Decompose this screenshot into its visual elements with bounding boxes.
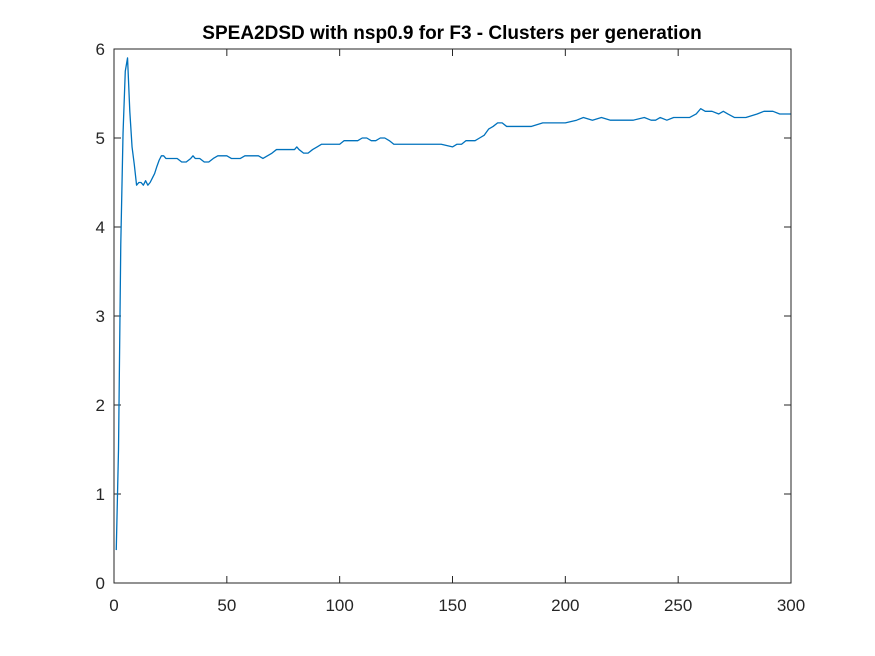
- x-tick-label: 100: [325, 596, 353, 615]
- x-tick-label: 250: [664, 596, 692, 615]
- y-axis-tick-labels: 0 1 2 3 4 5 6: [96, 40, 105, 593]
- series-line: [115, 57, 791, 551]
- y-tick-label: 3: [96, 307, 105, 326]
- y-tick-label: 1: [96, 485, 105, 504]
- y-tick-label: 0: [96, 574, 105, 593]
- y-tick-label: 5: [96, 129, 105, 148]
- plot-area-background: [114, 49, 791, 583]
- axes-box: [113, 48, 792, 584]
- x-tick-label: 50: [217, 596, 236, 615]
- y-tick-label: 2: [96, 396, 105, 415]
- x-axis-tick-labels: 0 50 100 150 200 250 300: [109, 596, 805, 615]
- x-tick-label: 300: [777, 596, 805, 615]
- series-layer: [115, 57, 791, 551]
- y-tick-label: 4: [96, 218, 105, 237]
- x-tick-label: 150: [438, 596, 466, 615]
- x-tick-label: 200: [551, 596, 579, 615]
- x-tick-label: 0: [109, 596, 118, 615]
- chart-title: SPEA2DSD with nsp0.9 for F3 - Clusters p…: [202, 23, 701, 44]
- y-tick-label: 6: [96, 40, 105, 59]
